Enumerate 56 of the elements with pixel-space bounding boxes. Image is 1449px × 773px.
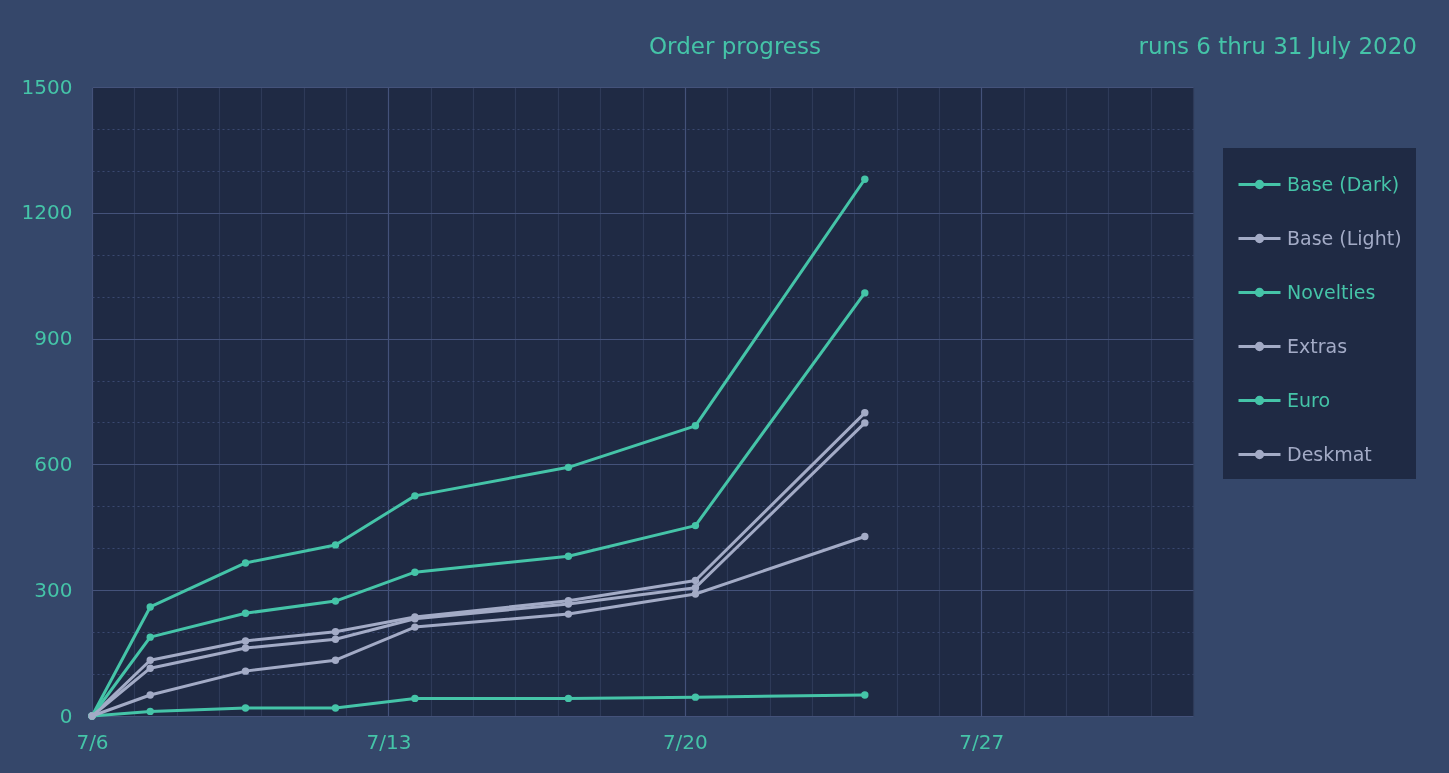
point — [691, 693, 700, 701]
point — [146, 691, 154, 699]
y-tick-label: 600 — [34, 451, 73, 476]
x-tick-label: 7/27 — [959, 729, 1005, 754]
y-tick-label: 1500 — [21, 74, 73, 99]
point — [861, 691, 869, 699]
point — [411, 492, 419, 500]
x-tick-label: 7/20 — [662, 729, 708, 754]
point — [146, 664, 154, 672]
legend-label: Extras — [1287, 334, 1348, 357]
point — [861, 409, 869, 417]
legend-label: Novelties — [1287, 280, 1376, 303]
point — [411, 568, 419, 576]
y-tick-label: 1200 — [21, 200, 73, 225]
point — [146, 633, 154, 641]
point — [691, 422, 700, 430]
point — [691, 590, 700, 598]
point — [331, 656, 340, 664]
point — [241, 559, 250, 567]
point — [146, 656, 154, 664]
point — [691, 521, 700, 530]
point — [564, 694, 573, 703]
point — [331, 704, 340, 712]
x-tick-label: 7/6 — [76, 729, 109, 754]
point — [691, 576, 700, 585]
y-tick-label: 300 — [34, 577, 73, 602]
point — [241, 637, 250, 645]
point — [241, 609, 250, 617]
chart-title: Order progress — [649, 32, 821, 60]
point — [146, 707, 154, 716]
legend-label: Euro — [1287, 388, 1331, 411]
legend-label: Base (Dark) — [1287, 172, 1400, 195]
text: runs 6 thru 31 July 2020 — [1138, 32, 1417, 60]
point — [331, 541, 340, 549]
point — [411, 694, 419, 703]
point — [331, 635, 340, 643]
point — [241, 667, 250, 675]
y-tick-label: 0 — [59, 703, 73, 728]
point — [564, 552, 573, 560]
legend-label: Deskmat — [1287, 442, 1372, 465]
point — [146, 603, 154, 611]
point — [861, 532, 869, 541]
point — [241, 704, 250, 712]
legend-label: Base (Light) — [1287, 226, 1402, 249]
point — [861, 175, 869, 183]
y-tick-label: 900 — [34, 326, 73, 351]
point — [411, 623, 419, 631]
x-tick-label: 7/13 — [366, 729, 412, 754]
point — [331, 628, 340, 636]
point — [861, 289, 869, 297]
point — [331, 597, 340, 605]
point — [564, 610, 573, 618]
point — [691, 583, 700, 592]
point — [241, 644, 250, 652]
point — [564, 463, 573, 472]
point — [861, 419, 869, 427]
